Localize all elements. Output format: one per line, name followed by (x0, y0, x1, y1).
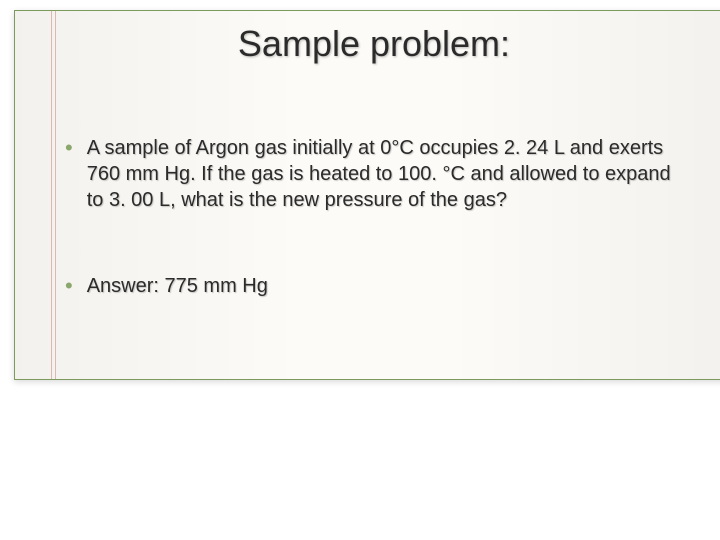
slide-title: Sample problem: (65, 23, 683, 65)
bullet-marker: • (65, 273, 73, 299)
bullet-marker: • (65, 135, 73, 161)
bullet-item: • Answer: 775 mm Hg (65, 273, 683, 299)
slide-frame: Sample problem: • A sample of Argon gas … (14, 10, 720, 380)
bullet-text: Answer: 775 mm Hg (87, 273, 268, 299)
bullet-item: • A sample of Argon gas initially at 0°C… (65, 135, 683, 213)
bullet-text: A sample of Argon gas initially at 0°C o… (87, 135, 683, 213)
